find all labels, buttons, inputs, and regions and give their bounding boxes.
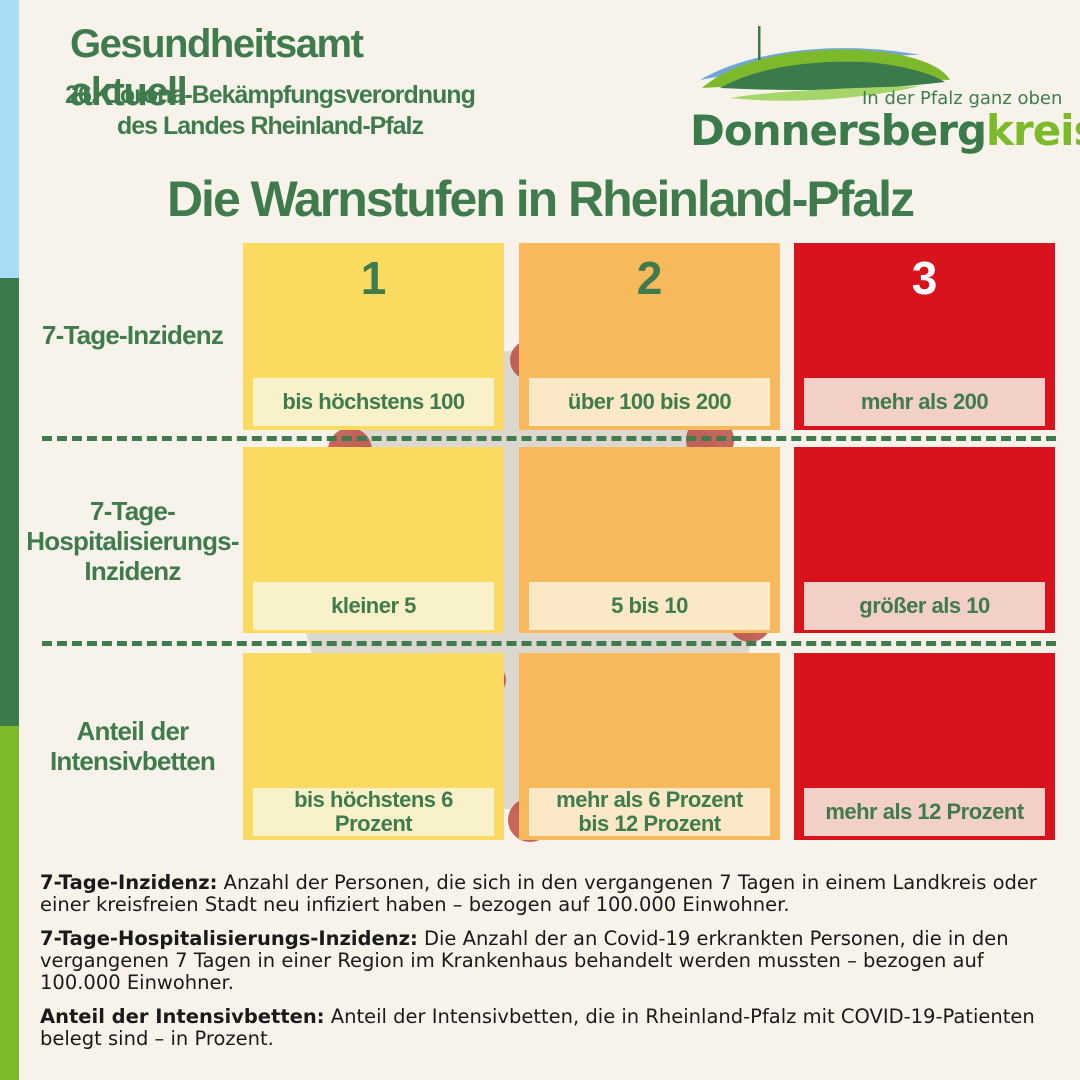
value-label: 5 bis 10 (529, 582, 770, 630)
value-label-line2: bis 12 Prozent (578, 811, 721, 836)
donnersbergkreis-logo-icon (700, 26, 950, 101)
definition-intensivbetten: Anteil der Intensivbetten: Anteil der In… (40, 1006, 1060, 1050)
logo-wordmark-part1: Donnersberg (690, 106, 987, 155)
logo-wordmark-part2: kreis (986, 106, 1080, 155)
definitions: 7-Tage-Inzidenz: Anzahl der Personen, di… (40, 872, 1060, 1062)
logo-wordmark: Donnersbergkreis (690, 106, 1080, 155)
main-title: Die Warnstufen in Rheinland-Pfalz (166, 171, 915, 227)
value-label: kleiner 5 (253, 582, 494, 630)
definition-text: Die Anzahl der an Covid-19 erkrankten Pe… (40, 927, 1009, 994)
row-divider (42, 641, 1056, 646)
row-header-line: Intensivbetten (49, 746, 216, 776)
row-header-line: 7-Tage- (90, 496, 176, 526)
definition-term: 7-Tage-Hospitalisierungs-Inzidenz: (40, 927, 418, 950)
level-1-number: 1 (360, 252, 387, 304)
side-strip-light-green (0, 726, 19, 1080)
value-label: größer als 10 (804, 582, 1045, 630)
definition-term: Anteil der Intensivbetten: (40, 1005, 325, 1028)
value-label: über 100 bis 200 (529, 378, 770, 426)
value-label: mehr als 6 Prozent bis 12 Prozent (529, 788, 770, 836)
row-header-line: Inzidenz (84, 556, 181, 586)
value-label: mehr als 12 Prozent (804, 788, 1045, 836)
level-3-number: 3 (911, 252, 938, 304)
header-title: Gesundheitsamt aktuell (70, 22, 364, 114)
row-header-hospitalisierungs-inzidenz: 7-Tage- Hospitalisierungs- Inzidenz (20, 496, 245, 586)
level-2-number: 2 (636, 252, 663, 304)
row-header-7-tage-inzidenz: 7-Tage-Inzidenz (41, 320, 224, 350)
definition-term: 7-Tage-Inzidenz: (40, 871, 218, 894)
definition-text: Anteil der Intensivbetten, die in Rheinl… (40, 1005, 1035, 1050)
definition-text: Anzahl der Personen, die sich in den ver… (40, 871, 1037, 916)
row-divider (42, 436, 1056, 441)
definition-inzidenz: 7-Tage-Inzidenz: Anzahl der Personen, di… (40, 872, 1060, 916)
value-label: bis höchstens 100 (253, 378, 494, 426)
definition-hospitalisierung: 7-Tage-Hospitalisierungs-Inzidenz: Die A… (40, 928, 1060, 994)
header-subtitle: 26. Corona-Bekämpfungsverordnung des Lan… (40, 80, 500, 142)
header-subtitle-line1: 26. Corona-Bekämpfungsverordnung (65, 81, 476, 109)
side-strip-dark-green (0, 278, 19, 726)
header-subtitle-line2: des Landes Rheinland-Pfalz (116, 112, 424, 140)
row-header-intensivbetten: Anteil der Intensivbetten (20, 716, 245, 776)
row-header-line: Anteil der (76, 716, 190, 746)
value-label: mehr als 200 (804, 378, 1045, 426)
logo-slogan: In der Pfalz ganz oben (862, 88, 1063, 109)
value-label-line1: mehr als 6 Prozent (556, 787, 743, 812)
value-label: bis höchstens 6 Prozent (253, 788, 494, 836)
side-strip-blue (0, 0, 19, 278)
row-header-line: Hospitalisierungs- (26, 526, 239, 556)
